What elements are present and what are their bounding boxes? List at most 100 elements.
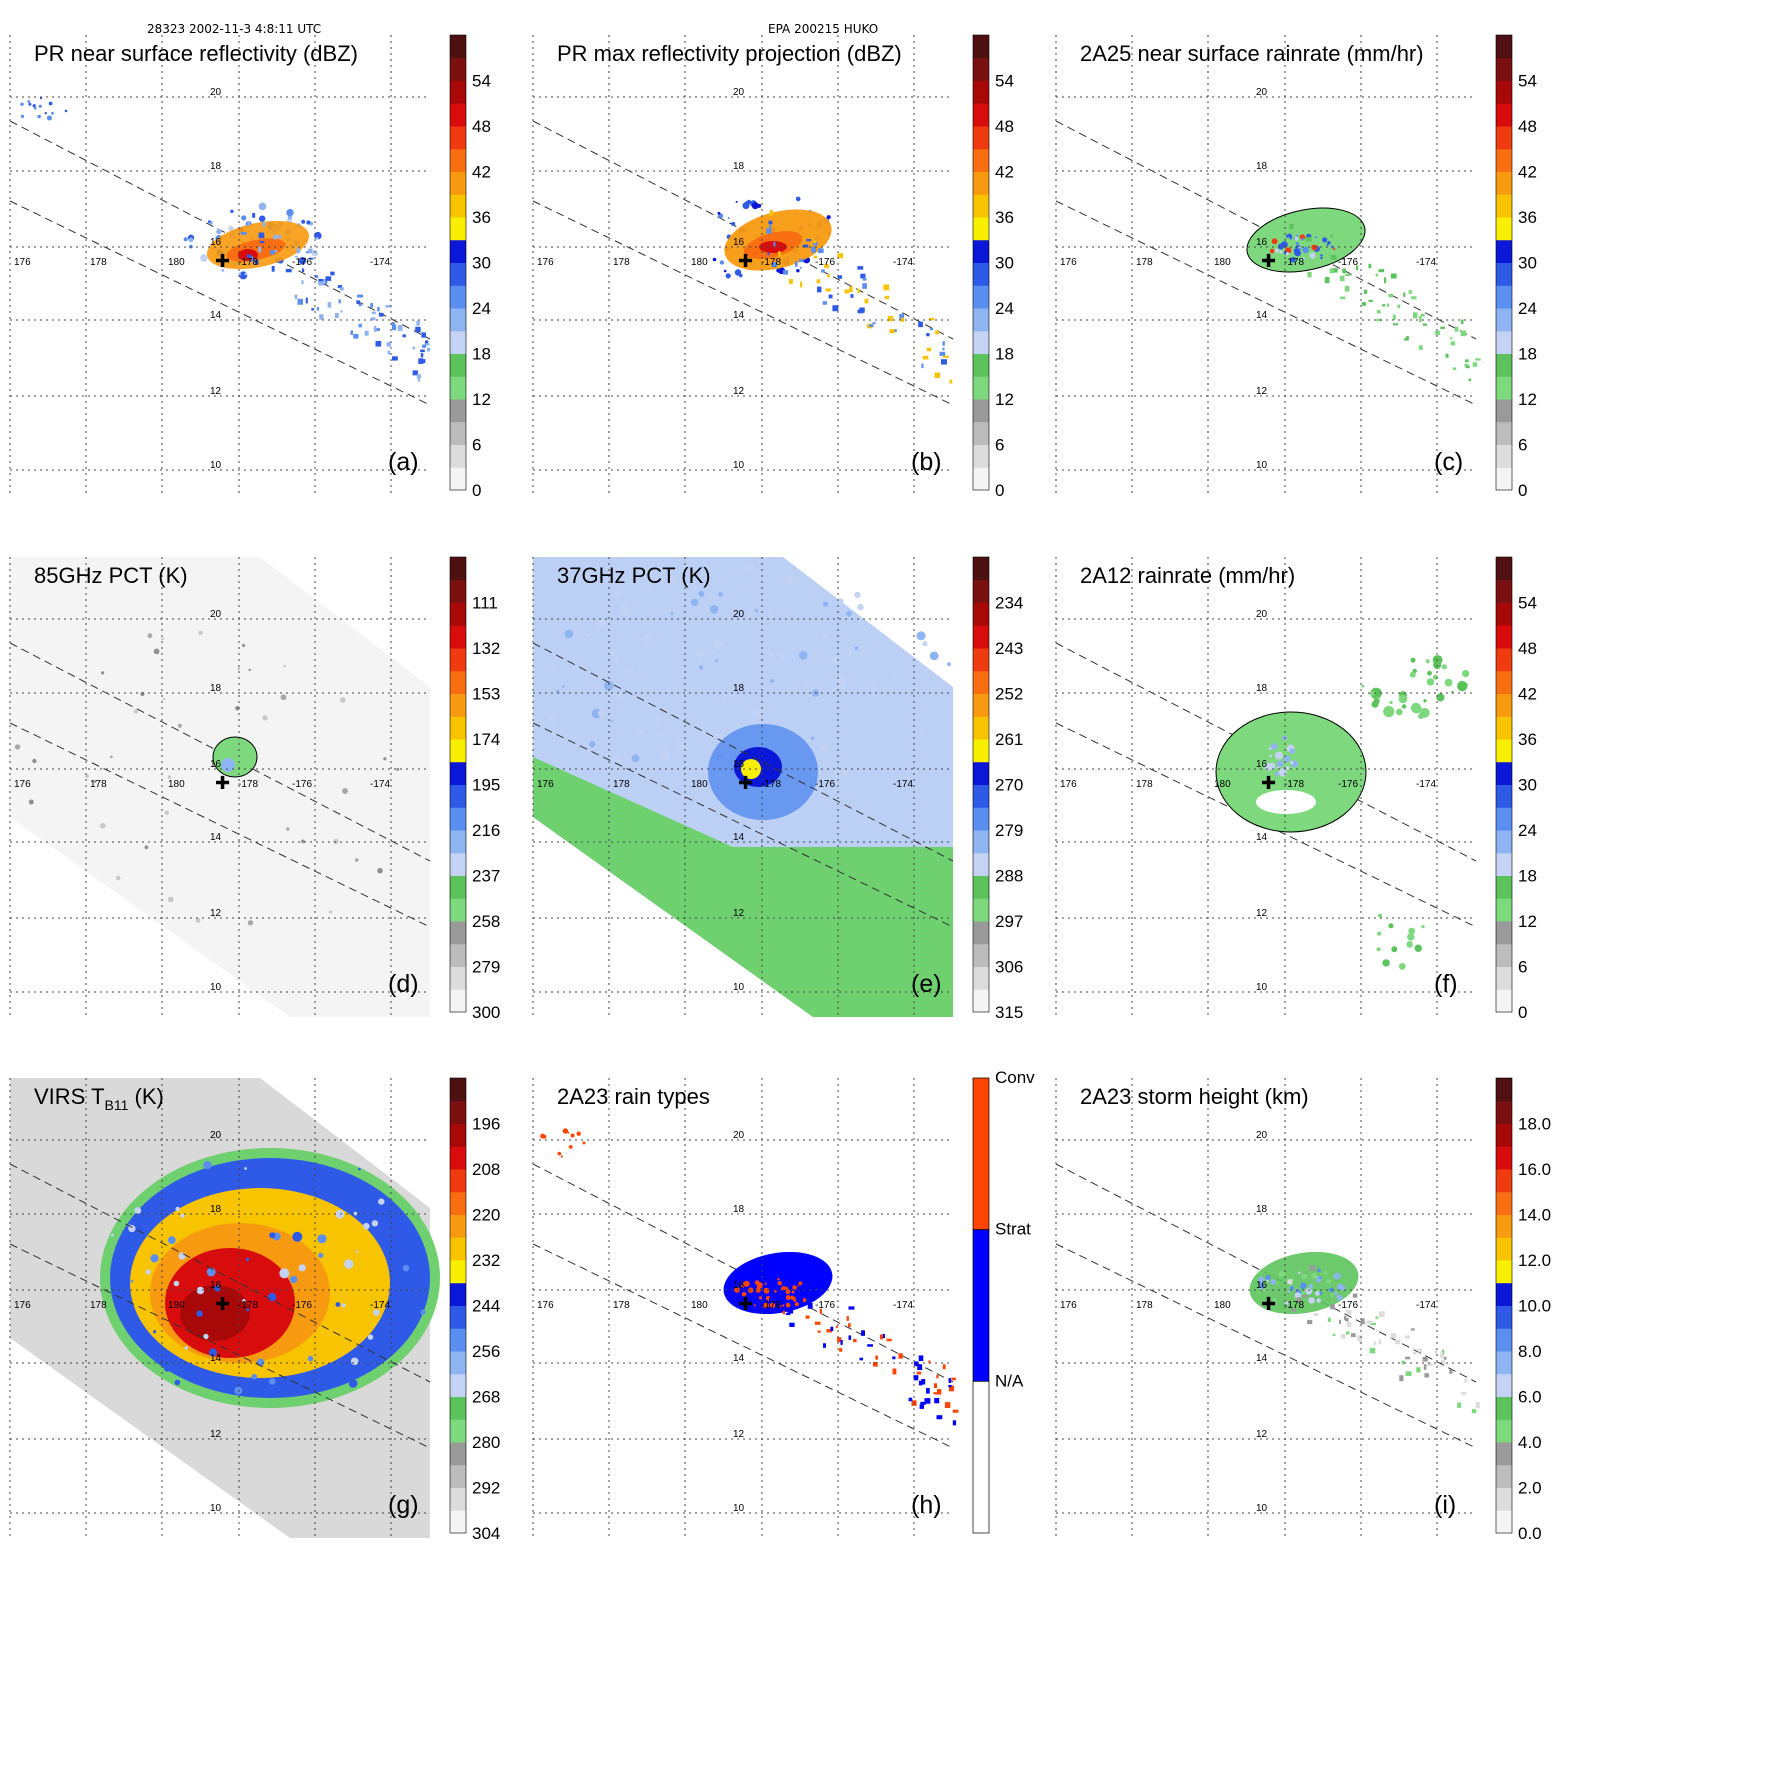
cold-pixel — [153, 648, 160, 655]
colorbar-label: 18 — [1518, 867, 1537, 886]
echo-top-pixel — [1457, 1402, 1462, 1408]
rain-type-pixel — [936, 1415, 943, 1420]
rain-cell — [769, 222, 772, 229]
cloud-pixel — [371, 1220, 379, 1227]
rain-cell — [1457, 680, 1468, 692]
colorbar-label: 0 — [472, 481, 481, 500]
rain-cell — [1356, 265, 1359, 271]
convective-pixel — [781, 1286, 787, 1292]
colorbar-label: 0 — [995, 481, 1004, 500]
rain-cell — [1370, 687, 1382, 699]
rain-cell — [1370, 691, 1376, 696]
rain-cell — [1378, 269, 1385, 273]
colorbar: 0 6 12 18 24 30 36 42 48 54 — [972, 34, 1014, 500]
cloud-pixel — [402, 1265, 410, 1272]
rain-cell — [771, 262, 777, 267]
rain-type-pixel — [853, 1339, 857, 1343]
colorbar-segment — [973, 126, 989, 150]
rain-cell — [315, 275, 319, 279]
echo-top-pixel — [1301, 1274, 1308, 1280]
rain-cell — [1420, 313, 1425, 317]
colorbar-segment — [450, 1373, 466, 1397]
colorbar-segment — [450, 852, 466, 876]
colorbar-segment — [1496, 1260, 1512, 1284]
echo-top-pixel — [1315, 1291, 1320, 1296]
rain-cell — [725, 273, 731, 279]
colorbar-segment — [973, 35, 989, 59]
rain-cell — [188, 237, 194, 243]
lat-label: 14 — [1256, 832, 1268, 843]
echo-top-pixel — [1276, 1281, 1280, 1285]
rain-cell — [849, 286, 853, 293]
scan-pixel — [562, 685, 565, 688]
scan-pixel — [753, 708, 762, 717]
header-orbit-time: 28323 2002-11-3 4:8:11 UTC — [147, 22, 322, 36]
colorbar-segment — [973, 921, 989, 945]
colorbar-segment — [450, 1419, 466, 1443]
rain-cell — [421, 332, 427, 338]
rain-cell — [1436, 693, 1445, 702]
rain-cell — [27, 100, 31, 103]
cloud-pixel — [208, 1348, 218, 1357]
echo-top-pixel — [1461, 1391, 1467, 1396]
cloud-pixel — [196, 1310, 203, 1317]
rain-type-pixel — [861, 1330, 865, 1336]
scan-pixel — [686, 762, 689, 766]
lon-label: -176 — [815, 1300, 835, 1311]
rain-cell — [766, 228, 772, 234]
lat-label: 14 — [210, 1353, 222, 1364]
colorbar-segment — [450, 330, 466, 354]
lon-label: -176 — [815, 257, 835, 268]
colorbar-segment — [450, 1305, 466, 1329]
colorbar-segment — [450, 716, 466, 740]
colorbar-segment — [973, 171, 989, 195]
rain-cell — [259, 240, 265, 244]
colorbar-label: 0 — [1518, 1003, 1527, 1022]
colorbar-segment — [973, 670, 989, 694]
colorbar-label: 216 — [472, 821, 500, 840]
convective-pixel — [763, 1287, 770, 1294]
colorbar-segment — [973, 308, 989, 332]
rain-cell — [1410, 657, 1416, 663]
rain-cell — [850, 294, 854, 298]
rain-type-pixel — [913, 1375, 919, 1381]
colorbar-segment — [1496, 467, 1512, 491]
rain-type-pixel — [826, 1329, 833, 1333]
cloud-pixel — [174, 1379, 181, 1386]
scan-pixel — [802, 683, 807, 688]
rain-cell — [941, 359, 947, 365]
panel-letter: (c) — [1434, 448, 1463, 476]
scan-pixel — [830, 686, 835, 691]
colorbar-label: 12 — [1518, 390, 1537, 409]
colorbar-segment — [450, 421, 466, 445]
lat-label: 14 — [733, 1353, 745, 1364]
rain-cell — [1398, 963, 1406, 970]
colorbar-segment — [1496, 966, 1512, 990]
rain-cell — [46, 115, 52, 121]
lat-label: 18 — [210, 683, 222, 694]
panel-title: 2A23 rain types — [557, 1084, 710, 1109]
rain-cell — [252, 213, 256, 218]
colorbar-label: 14.0 — [1518, 1206, 1551, 1225]
rain-cell — [375, 328, 380, 331]
scan-pixel — [666, 688, 670, 692]
echo-top-pixel — [1296, 1297, 1302, 1303]
cloud-pixel — [363, 1222, 370, 1230]
scan-pixel — [848, 651, 853, 656]
rain-cell — [44, 112, 47, 115]
storm-center-marker: ✚ — [1261, 251, 1276, 271]
rain-cell — [1423, 699, 1427, 703]
colorbar-segment — [1496, 1123, 1512, 1147]
colorbar-label: 42 — [1518, 685, 1537, 704]
echo-top-pixel — [1345, 1317, 1349, 1322]
rain-cell — [942, 341, 945, 346]
rain-cell — [1322, 237, 1328, 243]
rain-cell — [337, 285, 343, 289]
rain-cell — [1331, 255, 1337, 260]
convective-pixel — [582, 1141, 586, 1145]
colorbar-segment — [450, 693, 466, 717]
rain-cell — [417, 376, 420, 382]
central-dense-overcast — [180, 1285, 250, 1341]
colorbar-segment — [1496, 1351, 1512, 1375]
rain-type-pixel — [926, 1388, 930, 1394]
